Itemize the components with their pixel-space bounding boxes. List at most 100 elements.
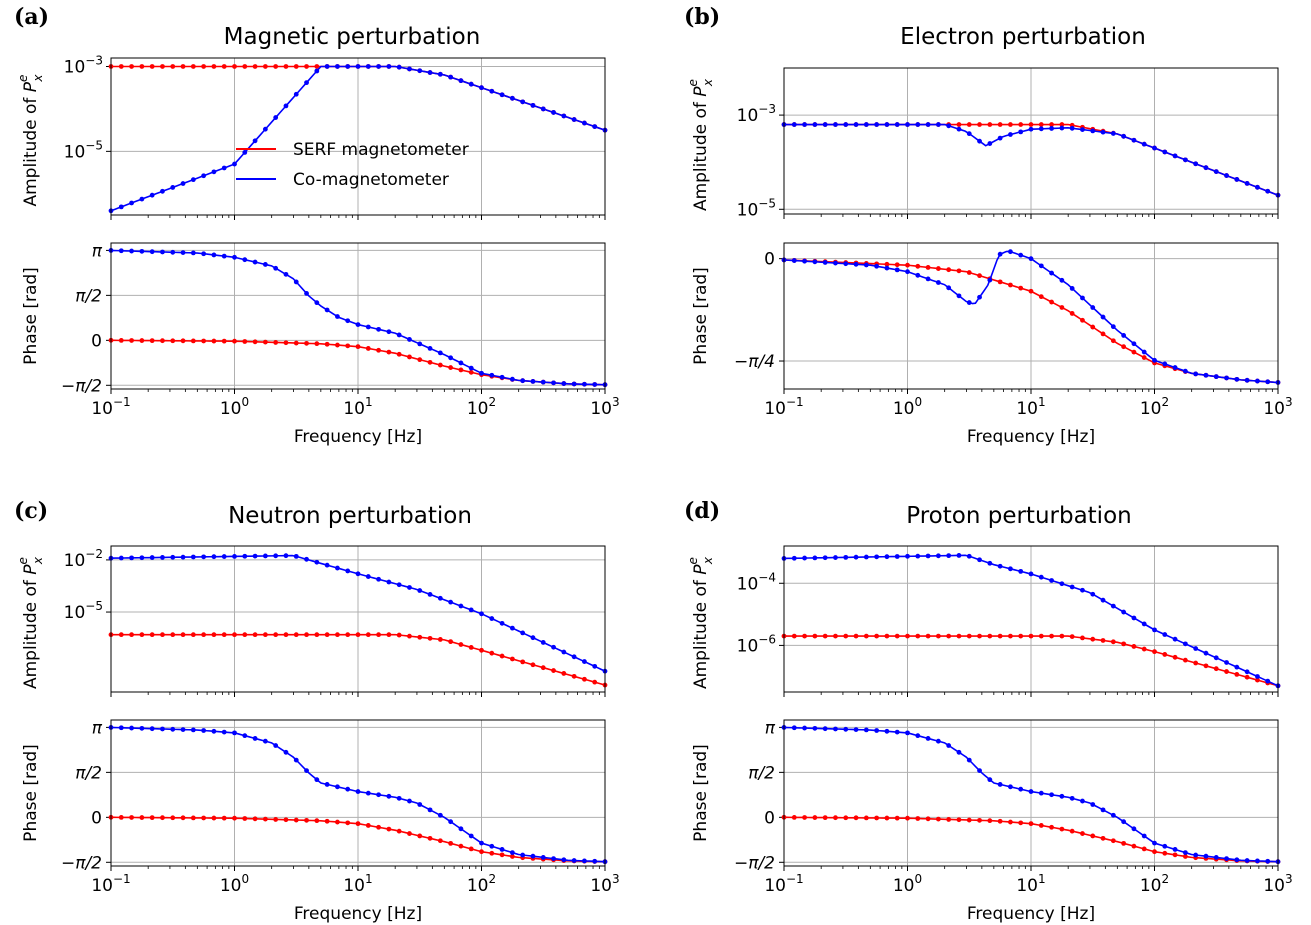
data-point	[520, 631, 525, 636]
data-point	[1029, 256, 1034, 261]
data-point	[263, 340, 268, 345]
data-point	[1265, 859, 1270, 864]
data-point	[874, 554, 879, 559]
data-point	[1121, 344, 1126, 349]
data-point	[582, 382, 587, 387]
panel-b: (b)Electron perturbation10−310−5Amplitud…	[684, 4, 1293, 447]
data-point	[459, 826, 464, 831]
data-point	[500, 621, 505, 626]
data-point	[253, 339, 258, 344]
data-point	[222, 730, 227, 735]
data-point	[181, 632, 186, 637]
data-point	[1008, 820, 1013, 825]
data-point	[1183, 658, 1188, 663]
panel-title: Magnetic perturbation	[224, 24, 481, 50]
y-tick-label: 10−3	[737, 102, 776, 126]
data-point	[232, 730, 237, 735]
data-point	[191, 555, 196, 560]
data-point	[520, 659, 525, 664]
data-point	[957, 750, 962, 755]
tick-exponent: 2	[1162, 395, 1170, 409]
data-point	[1070, 634, 1075, 639]
data-point	[987, 561, 992, 566]
data-point	[802, 726, 807, 731]
data-point	[1204, 651, 1209, 656]
data-point	[885, 554, 890, 559]
data-point	[1090, 305, 1095, 310]
data-point	[386, 794, 391, 799]
data-point	[253, 736, 258, 741]
data-point	[181, 64, 186, 69]
tick-base: 10	[737, 200, 759, 220]
data-point	[1152, 841, 1157, 846]
data-point	[335, 632, 340, 637]
tick-base: 10	[467, 399, 489, 419]
data-point	[119, 725, 124, 730]
data-point	[1214, 655, 1219, 660]
data-point	[1121, 333, 1126, 338]
data-point	[201, 816, 206, 821]
data-point	[967, 270, 972, 275]
data-point	[792, 634, 797, 639]
x-tick-label: 103	[1263, 395, 1292, 419]
data-point	[417, 834, 422, 839]
data-point	[833, 815, 838, 820]
data-point	[854, 727, 859, 732]
data-point	[438, 596, 443, 601]
data-point	[417, 342, 422, 347]
data-point	[376, 792, 381, 797]
tick-base: 10	[64, 57, 86, 77]
data-point	[284, 64, 289, 69]
tick-exponent: 3	[612, 872, 620, 886]
tick-exponent: 2	[489, 872, 497, 886]
data-point	[407, 585, 412, 590]
data-point	[201, 251, 206, 256]
data-point	[1070, 585, 1075, 590]
data-point	[977, 634, 982, 639]
data-point	[1008, 122, 1013, 127]
data-point	[905, 269, 910, 274]
data-point	[119, 632, 124, 637]
data-point	[356, 64, 361, 69]
data-point	[469, 834, 474, 839]
data-point	[551, 380, 556, 385]
data-point	[356, 322, 361, 327]
data-point	[1059, 126, 1064, 131]
data-point	[967, 122, 972, 127]
data-point	[212, 729, 217, 734]
data-point	[448, 355, 453, 360]
data-point	[1101, 130, 1106, 135]
data-point	[1018, 122, 1023, 127]
data-point	[510, 96, 515, 101]
data-point	[561, 381, 566, 386]
data-point	[1039, 823, 1044, 828]
tick-exponent: 3	[1285, 395, 1293, 409]
data-point	[1142, 647, 1147, 652]
data-point	[802, 556, 807, 561]
data-point	[1204, 663, 1209, 668]
phase-subplot: 10−1 100 101 102 1030−π/4Phase [rad]	[691, 243, 1293, 419]
data-point	[1204, 165, 1209, 170]
data-point	[1039, 791, 1044, 796]
panel-title: Electron perturbation	[900, 24, 1146, 50]
data-point	[1132, 844, 1137, 849]
data-point	[469, 366, 474, 371]
ylabel-sub: x	[31, 74, 45, 83]
data-point	[1070, 286, 1075, 291]
y-tick-label: π/2	[748, 763, 775, 783]
data-point	[915, 816, 920, 821]
data-point	[191, 251, 196, 256]
data-point	[335, 343, 340, 348]
data-point	[376, 825, 381, 830]
data-point	[500, 92, 505, 97]
tick-exponent: −2	[85, 547, 103, 561]
data-point	[915, 264, 920, 269]
phase-subplot: 10−1 100 101 102 103ππ/20−π/2Phase [rad]	[21, 718, 620, 896]
data-point	[1111, 604, 1116, 609]
data-point	[1059, 278, 1064, 283]
data-point	[139, 197, 144, 202]
data-point	[1039, 126, 1044, 131]
x-tick-label: 10−1	[764, 872, 803, 896]
x-tick-label: 101	[343, 872, 372, 896]
data-point	[1234, 857, 1239, 862]
